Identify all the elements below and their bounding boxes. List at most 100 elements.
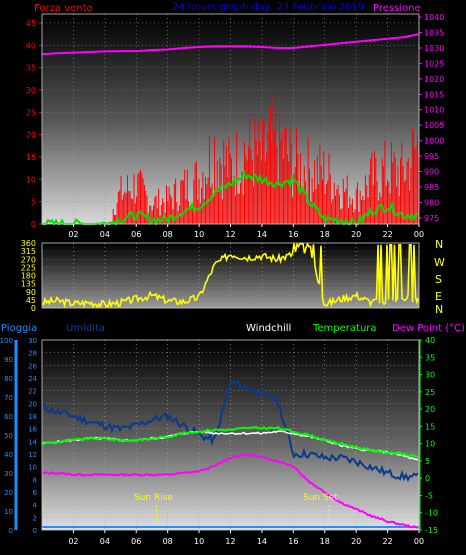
wind-tick-label: 15	[26, 153, 36, 162]
temperature-panel	[42, 340, 419, 530]
temp-tick-label: 10	[425, 440, 435, 449]
direction-tick-label: 135	[21, 280, 36, 289]
temp-tick-label: 20	[425, 405, 435, 414]
wind-tick-label: 20	[26, 131, 36, 140]
umidita-tick-label: 26	[28, 362, 37, 370]
humidity-line	[41, 379, 419, 482]
umidita-tick-label: 18	[28, 413, 37, 421]
compass-e: E	[435, 290, 442, 303]
umidita-tick-label: 20	[28, 400, 37, 408]
direction-tick-label: 45	[26, 296, 36, 305]
wind-tick-label: 40	[26, 41, 36, 50]
x-tick-label: 18	[320, 537, 330, 546]
umidita-tick-label: 24	[28, 375, 37, 383]
pressure-axis-title: Pressione	[373, 3, 421, 14]
umidita-tick-label: 2	[33, 514, 37, 522]
pressure-line	[41, 33, 420, 56]
temp-tick-label: 15	[425, 422, 435, 431]
wind-tick-label: 35	[26, 64, 36, 73]
x-tick-label: 22	[382, 537, 392, 546]
temp-tick-label: 30	[425, 371, 435, 380]
wind-average-line	[42, 170, 419, 227]
pressure-tick-label: 1025	[424, 59, 444, 68]
compass-w: W	[434, 256, 445, 269]
temp-tick-label: 25	[425, 388, 435, 397]
dewpoint-line	[41, 452, 419, 529]
pressure-tick-label: 985	[424, 183, 439, 192]
pioggia-tick-label: 0	[9, 527, 13, 535]
pressure-tick-label: 1005	[424, 121, 444, 130]
x-tick-label: 18	[320, 230, 330, 239]
x-tick-label: 12	[225, 537, 235, 546]
x-tick-label: 02	[68, 537, 78, 546]
pioggia-tick-label: 70	[4, 394, 13, 402]
wind-direction-line	[41, 241, 420, 309]
umidita-tick-label: 0	[33, 527, 37, 535]
x-tick-label: 06	[131, 537, 141, 546]
temperature-panel-frame	[41, 339, 420, 531]
wind-tick-label: 10	[26, 175, 36, 184]
pioggia-tick-label: 20	[4, 489, 13, 497]
pressure-tick-label: 1040	[424, 13, 444, 22]
pressure-tick-label: 995	[424, 152, 439, 161]
x-tick-label: 20	[351, 230, 361, 239]
x-tick-label: 08	[163, 537, 173, 546]
windchill-label: Windchill	[246, 323, 291, 334]
umidita-tick-label: 28	[28, 350, 37, 358]
temp-tick-label: -15	[425, 526, 438, 535]
wind-tick-label: 45	[26, 19, 36, 28]
pressure-tick-label: 980	[424, 198, 439, 207]
umidita-tick-label: 30	[28, 337, 37, 345]
x-tick-label: 04	[100, 537, 110, 546]
chart-title: 24 hours graph day, 23 Febbraio 2019	[172, 2, 364, 13]
direction-tick-label: 90	[26, 288, 36, 297]
compass-s: S	[435, 273, 442, 286]
x-tick-label: 10	[194, 230, 204, 239]
pioggia-tick-label: 30	[4, 470, 13, 478]
direction-panel-frame	[41, 242, 420, 309]
pioggia-tick-label: 50	[4, 432, 13, 440]
pressure-tick-label: 1010	[424, 106, 444, 115]
compass-n-bottom: N	[435, 303, 443, 316]
x-tick-label: 06	[131, 230, 141, 239]
x-tick-label: 00	[414, 230, 424, 239]
x-tick-label: 08	[163, 230, 173, 239]
x-tick-label: 22	[382, 230, 392, 239]
temperatura-label: Temperatura	[312, 323, 377, 334]
wind-panel-frame	[41, 13, 420, 225]
pioggia-tick-label: 10	[4, 508, 13, 516]
temp-tick-label: -5	[425, 491, 433, 500]
direction-tick-label: 270	[21, 255, 36, 264]
x-tick-label: 12	[225, 230, 235, 239]
x-tick-label: 10	[194, 537, 204, 546]
umidita-tick-label: 6	[33, 489, 38, 497]
pressure-tick-label: 990	[424, 168, 439, 177]
x-tick-label: 02	[68, 230, 78, 239]
temp-tick-label: 5	[425, 457, 430, 466]
umidita-tick-label: 4	[33, 502, 38, 510]
pioggia-tick-label: 100	[0, 337, 13, 345]
umidita-tick-label: 8	[33, 476, 37, 484]
x-tick-label: 04	[100, 230, 110, 239]
x-tick-label: 20	[351, 537, 361, 546]
direction-tick-label: 225	[21, 263, 36, 272]
wind-tick-label: 30	[26, 86, 36, 95]
sunset-label: Sun Set	[303, 493, 338, 503]
temperature-line	[41, 425, 419, 459]
direction-tick-label: 0	[31, 304, 36, 313]
pressure-tick-label: 1015	[424, 90, 444, 99]
temp-tick-label: 35	[425, 353, 435, 362]
pressure-tick-label: 1000	[424, 137, 444, 146]
wind-tick-label: 5	[31, 198, 36, 207]
temp-tick-label: 40	[425, 336, 435, 345]
umidita-tick-label: 12	[28, 451, 37, 459]
wind-tick-label: 0	[31, 220, 36, 229]
pioggia-tick-label: 60	[4, 413, 13, 421]
x-tick-label: 14	[257, 230, 267, 239]
pioggia-tick-label: 40	[4, 451, 13, 459]
wind-tick-label: 25	[26, 108, 36, 117]
temp-tick-label: 0	[425, 474, 430, 483]
umidita-tick-label: 10	[28, 464, 37, 472]
x-tick-label: 14	[257, 537, 267, 546]
